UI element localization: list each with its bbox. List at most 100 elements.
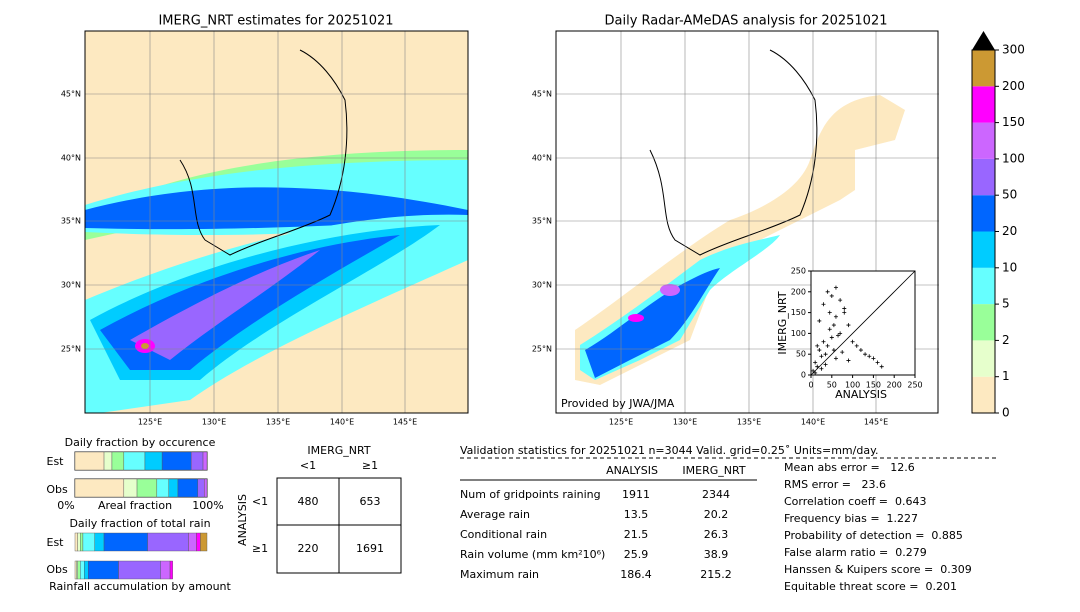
fraction-segment <box>144 451 163 471</box>
stat-value: 38.9 <box>704 548 729 561</box>
colorbar-segment <box>972 376 995 413</box>
fraction-segment <box>103 532 148 552</box>
colorbar-segment <box>972 304 995 341</box>
lon-label: 130°E <box>673 418 697 427</box>
lon-label: 145°E <box>864 418 888 427</box>
colorbar-label: 50 <box>1002 188 1017 202</box>
rain-area <box>130 250 320 360</box>
fraction-segment <box>168 478 179 498</box>
fraction-segment <box>74 478 125 498</box>
fraction-segment <box>204 478 208 498</box>
fraction-segment <box>197 478 205 498</box>
colorbar-label: 100 <box>1002 151 1025 165</box>
stat-value: 20.2 <box>704 508 729 521</box>
y-tick-label: 250 <box>791 267 806 276</box>
stat-value: 2344 <box>702 488 730 501</box>
point <box>875 360 880 365</box>
lat-label: 25°N <box>532 345 552 354</box>
point <box>827 327 832 332</box>
point <box>825 289 830 294</box>
point <box>819 366 824 371</box>
diagonal <box>810 270 916 376</box>
point <box>831 323 836 328</box>
fraction-segment <box>94 532 105 552</box>
colorbar-label: 5 <box>1002 297 1010 311</box>
fraction-segment <box>77 560 81 580</box>
map-frame <box>555 30 939 414</box>
fraction-segment <box>82 532 95 552</box>
point <box>838 331 843 336</box>
score: Hanssen & Kuipers score = 0.309 <box>784 563 972 576</box>
rain-area <box>660 284 680 296</box>
row-label: Maximum rain <box>460 568 539 581</box>
colorbar-segment <box>972 158 995 196</box>
point <box>846 358 851 363</box>
colorbar-label: 1 <box>1002 369 1010 383</box>
score: Probability of detection = 0.885 <box>784 529 963 542</box>
fraction-segment <box>177 478 198 498</box>
lon-label: 135°E <box>737 418 761 427</box>
point <box>850 339 855 344</box>
lat-label: 25°N <box>61 345 81 354</box>
fraction-segment <box>118 560 161 580</box>
table-title: IMERG_NRT <box>307 444 370 457</box>
point <box>833 285 838 290</box>
point <box>842 306 847 311</box>
point <box>838 298 843 303</box>
stat-value: 13.5 <box>624 508 649 521</box>
colorbar-label: 2 <box>1002 333 1010 347</box>
point <box>811 368 816 373</box>
cell: 480 <box>298 495 319 508</box>
fraction-segment <box>103 451 113 471</box>
lat-label: 45°N <box>532 90 552 99</box>
credit: Provided by JWA/JMA <box>561 397 675 410</box>
point <box>829 293 834 298</box>
lon-label: 125°E <box>609 418 633 427</box>
colorbar-label: 20 <box>1002 224 1017 238</box>
point <box>833 314 838 319</box>
stat-value: 21.5 <box>624 528 649 541</box>
point <box>858 348 863 353</box>
point <box>833 356 838 361</box>
fraction-segment <box>136 478 158 498</box>
x-tick-label: 250 <box>907 381 922 390</box>
colorbar-segment <box>972 195 995 232</box>
col-header: ANALYSIS <box>606 464 658 477</box>
point <box>821 339 826 344</box>
right-map: 45°N 40°N 35°N 30°N 25°N 125°E 130°E 135°E 140°E… <box>532 14 939 427</box>
row-label: Est <box>47 455 65 468</box>
fraction-segment <box>80 532 84 552</box>
row-label: ≥1 <box>252 542 268 555</box>
amount-title: Daily fraction of total rain <box>69 517 210 530</box>
lon-label: 140°E <box>801 418 825 427</box>
colorbar-label: 150 <box>1002 115 1025 129</box>
point <box>840 350 845 355</box>
stat-value: 25.9 <box>624 548 649 561</box>
y-tick-label: 150 <box>791 308 806 317</box>
stat-value: 186.4 <box>620 568 652 581</box>
coastline <box>179 49 348 256</box>
point <box>854 343 859 348</box>
point <box>821 302 826 307</box>
lat-label: 45°N <box>61 90 81 99</box>
point <box>825 343 830 348</box>
point <box>863 352 868 357</box>
colorbar-segment <box>972 231 995 268</box>
x-tick-label: 100 <box>845 381 860 390</box>
fraction-segment <box>188 532 197 552</box>
fraction-segment <box>156 478 169 498</box>
row-title: ANALYSIS <box>236 494 249 546</box>
colorbar-segment <box>972 86 995 123</box>
axis-label: 0% <box>57 499 74 512</box>
stat-value: 215.2 <box>700 568 732 581</box>
row-label: <1 <box>252 495 268 508</box>
x-tick-label: 200 <box>887 381 902 390</box>
colorbar-extend <box>972 31 995 50</box>
row-label: Obs <box>46 483 68 496</box>
colorbar-label: 10 <box>1002 260 1017 274</box>
rain-area <box>141 343 149 349</box>
lat-label: 40°N <box>61 154 81 163</box>
score: Equitable threat score = 0.201 <box>784 580 957 593</box>
map-title: IMERG_NRT estimates for 20251021 <box>158 14 393 29</box>
